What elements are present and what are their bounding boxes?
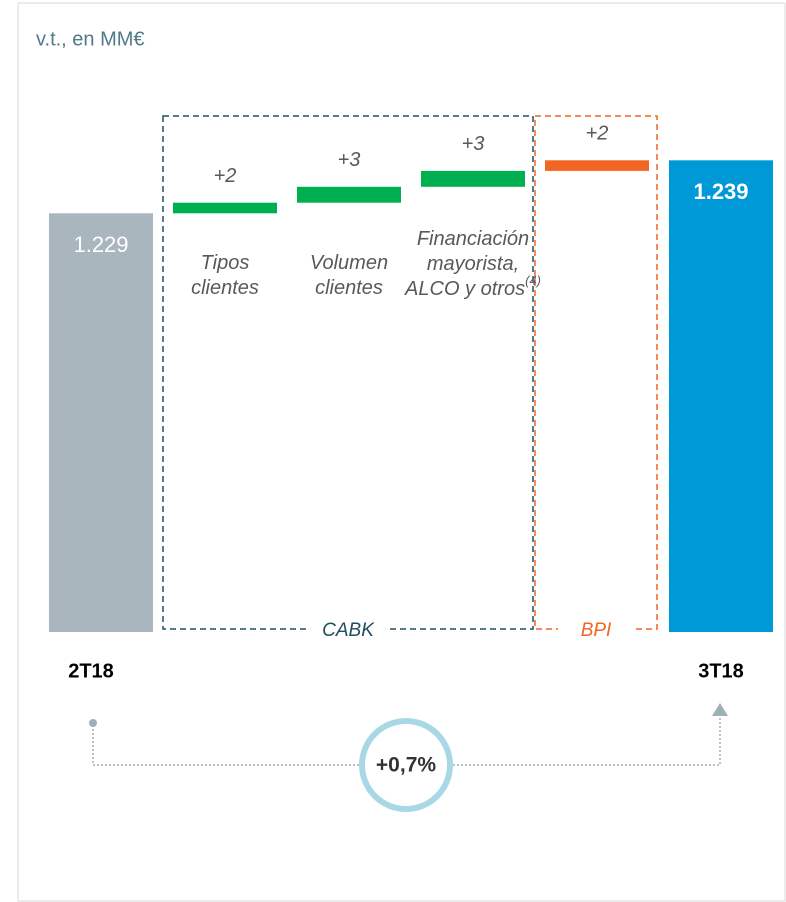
value-label: +2 [586, 123, 609, 145]
group-label-bg [310, 619, 386, 641]
category-line: Tipos [201, 252, 250, 274]
x-tick-label: 3T18 [698, 660, 744, 682]
bar [297, 186, 401, 203]
category-label: Volumen clientes [310, 252, 388, 299]
group-label: BPI [581, 620, 612, 641]
category-line: mayorista, [427, 253, 519, 275]
frame [17, 2, 786, 902]
category-line: Financiación [417, 228, 529, 250]
bar [545, 160, 649, 171]
value-label: +3 [462, 133, 485, 155]
value-label: 1.239 [693, 179, 748, 204]
connector-arrow [712, 703, 728, 716]
bar [669, 160, 773, 633]
group-box [534, 115, 658, 630]
change-label: +0,7% [376, 754, 436, 777]
bar [421, 170, 525, 187]
category-line: clientes [191, 277, 259, 299]
category-line: clientes [315, 277, 383, 299]
bar [173, 202, 277, 214]
category-label: Tipos clientes [191, 252, 259, 299]
chart-title: v.t., en MM€ [36, 28, 145, 50]
category-line: ALCO y otros [404, 278, 525, 300]
category-note: (4) [525, 273, 541, 288]
group-label: CABK [322, 620, 375, 641]
category-label: Financiación mayorista, ALCO y otros(4) [404, 228, 541, 300]
category-line: Volumen [310, 252, 388, 274]
group-label-bg [558, 619, 634, 641]
group-box [162, 115, 534, 630]
change-circle [359, 718, 453, 812]
value-label: 1.229 [73, 232, 128, 257]
connector-start [89, 719, 97, 727]
bar [49, 213, 153, 633]
value-label: +3 [338, 149, 361, 171]
x-tick-label: 2T18 [68, 660, 114, 682]
value-label: +2 [214, 165, 237, 187]
